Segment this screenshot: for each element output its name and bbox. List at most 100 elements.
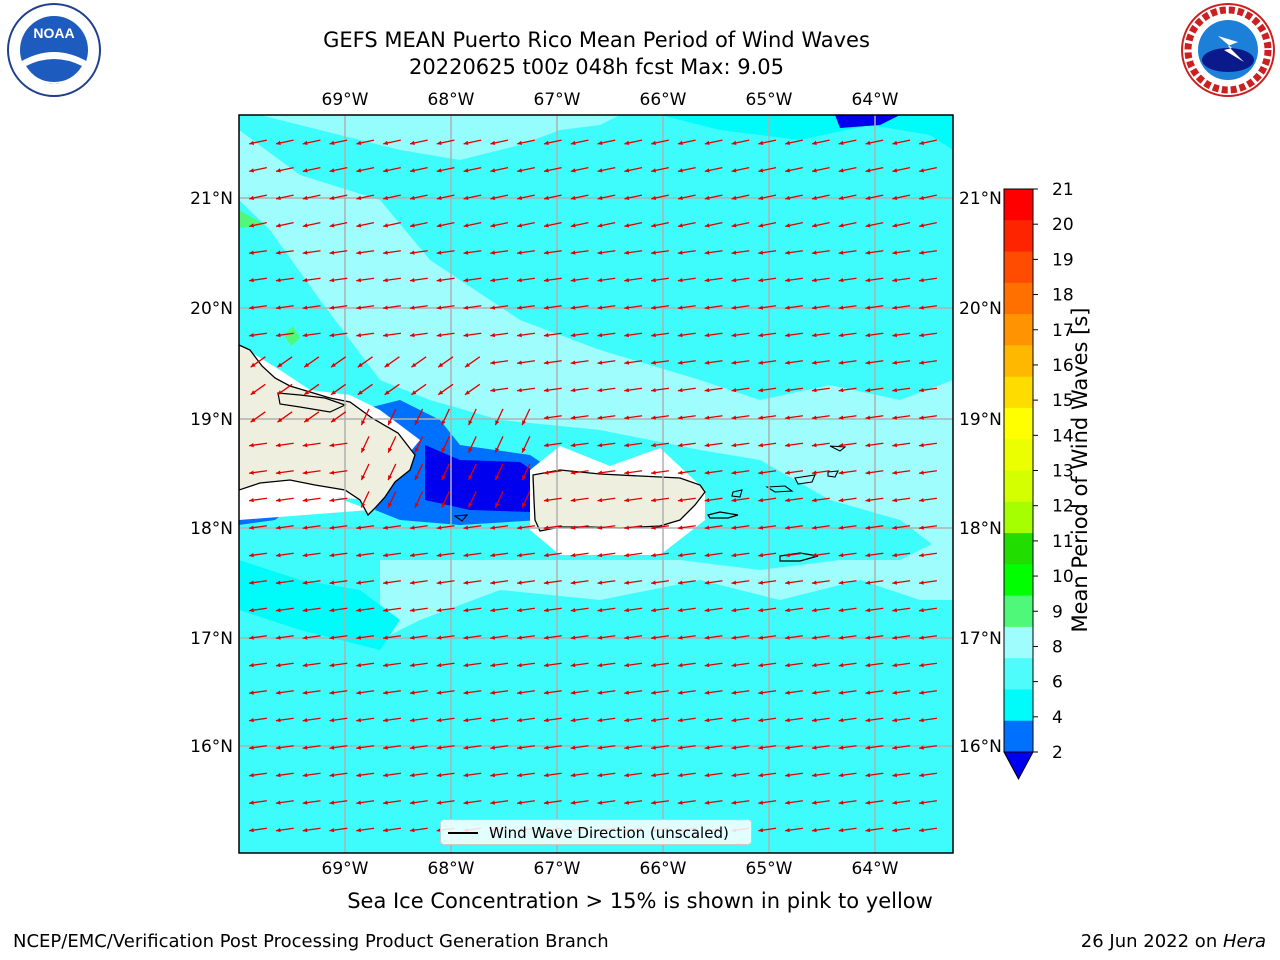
wind-wave-arrowhead bbox=[570, 360, 576, 365]
wind-wave-arrowhead bbox=[329, 277, 335, 283]
wind-wave-arrowhead bbox=[436, 305, 442, 310]
wind-wave-arrowhead bbox=[490, 552, 496, 558]
wind-wave-arrowhead bbox=[624, 223, 630, 228]
wind-wave-arrowhead bbox=[892, 800, 898, 805]
wind-wave-arrowhead bbox=[329, 497, 335, 503]
wind-wave-arrowhead bbox=[490, 800, 496, 805]
colorbar-segment bbox=[1004, 376, 1033, 409]
wind-wave-arrowhead bbox=[329, 195, 335, 201]
wind-wave-arrowhead bbox=[409, 525, 415, 530]
wind-wave-arrowhead bbox=[249, 195, 255, 201]
wind-wave-arrowhead bbox=[275, 745, 281, 750]
wind-wave-arrowhead bbox=[357, 362, 363, 368]
colorbar-label: Mean Period of Wind Waves [s] bbox=[1068, 307, 1092, 633]
wind-wave-arrowhead bbox=[302, 552, 308, 558]
wind-wave-arrowhead bbox=[838, 250, 844, 255]
wind-wave-arrowhead bbox=[651, 497, 656, 503]
wind-wave-arrowhead bbox=[517, 250, 522, 255]
wind-wave-arrowhead bbox=[517, 277, 522, 283]
colorbar-tick-label: 4 bbox=[1052, 708, 1063, 728]
wind-wave-arrowhead bbox=[651, 717, 656, 723]
wind-wave-arrowhead bbox=[275, 442, 281, 448]
wind-wave-arrowhead bbox=[624, 415, 630, 420]
wind-wave-arrowhead bbox=[704, 305, 710, 310]
colorbar-segment bbox=[1004, 658, 1033, 690]
wind-wave-arrowhead bbox=[597, 168, 603, 173]
wind-wave-arrowhead bbox=[704, 772, 710, 778]
wind-wave-arrowhead bbox=[543, 168, 549, 173]
wind-wave-arrowhead bbox=[543, 662, 549, 668]
wind-wave-arrowhead bbox=[249, 690, 254, 695]
wind-wave-arrowhead bbox=[919, 140, 925, 146]
wind-wave-arrowhead bbox=[522, 447, 527, 453]
wind-wave-arrowhead bbox=[463, 277, 469, 283]
colorbar-segment bbox=[1004, 439, 1033, 471]
wind-wave-arrowhead bbox=[570, 662, 576, 668]
lat-label-left: 21°N bbox=[190, 189, 233, 209]
wind-wave-arrowhead bbox=[302, 717, 308, 723]
wind-wave-arrowhead bbox=[490, 635, 496, 640]
wind-wave-arrowhead bbox=[490, 662, 496, 668]
wind-wave-arrowhead bbox=[865, 497, 871, 503]
colorbar-tick-label: 6 bbox=[1052, 673, 1063, 693]
wind-wave-arrowhead bbox=[517, 635, 522, 640]
wind-wave-arrowhead bbox=[677, 250, 683, 255]
wind-wave-arrowhead bbox=[361, 502, 366, 508]
colorbar-segment bbox=[1004, 189, 1033, 221]
wind-wave-arrowhead bbox=[275, 580, 281, 585]
wind-wave-arrowhead bbox=[624, 662, 630, 668]
wind-wave-arrowhead bbox=[811, 250, 817, 255]
wind-wave-arrowhead bbox=[865, 827, 871, 833]
wind-wave-arrowhead bbox=[704, 800, 710, 805]
chart-title: GEFS MEAN Puerto Rico Mean Period of Win… bbox=[323, 28, 870, 52]
wind-wave-arrowhead bbox=[414, 447, 419, 453]
wind-wave-arrowhead bbox=[249, 305, 254, 310]
wind-wave-arrowhead bbox=[543, 580, 549, 585]
wind-wave-arrowhead bbox=[495, 475, 500, 481]
wind-wave-arrowhead bbox=[329, 470, 335, 475]
wind-wave-arrowhead bbox=[302, 827, 308, 833]
wind-wave-arrowhead bbox=[302, 250, 308, 255]
wind-wave-arrowhead bbox=[892, 717, 898, 723]
wind-wave-arrowhead bbox=[892, 442, 898, 448]
wind-wave-arrowhead bbox=[811, 305, 817, 310]
wind-wave-arrowhead bbox=[785, 827, 790, 833]
wind-wave-arrowhead bbox=[490, 745, 496, 750]
wind-wave-arrowhead bbox=[356, 195, 362, 201]
wind-wave-arrowhead bbox=[838, 277, 844, 283]
wind-wave-arrowhead bbox=[275, 140, 281, 146]
wind-wave-arrowhead bbox=[865, 360, 871, 365]
footer-date-text: 26 Jun 2022 on bbox=[1080, 931, 1223, 952]
wind-wave-arrowhead bbox=[331, 390, 336, 395]
wind-wave-arrowhead bbox=[731, 470, 737, 475]
wind-wave-arrowhead bbox=[731, 525, 737, 530]
wind-wave-arrowhead bbox=[677, 580, 683, 585]
wind-wave-arrowhead bbox=[865, 800, 871, 805]
wind-wave-arrowhead bbox=[543, 332, 549, 338]
wind-wave-arrowhead bbox=[785, 580, 790, 585]
wind-wave-arrowhead bbox=[543, 360, 549, 365]
wind-wave-arrowhead bbox=[356, 552, 362, 558]
wind-wave-arrowhead bbox=[249, 552, 254, 558]
wind-wave-arrowhead bbox=[543, 497, 549, 503]
wind-wave-arrowhead bbox=[302, 525, 308, 530]
wind-wave-arrowhead bbox=[651, 772, 656, 778]
wind-wave-arrowhead bbox=[597, 195, 603, 201]
map-frame bbox=[238, 114, 954, 854]
wind-wave-arrowhead bbox=[838, 580, 844, 585]
wind-wave-arrowhead bbox=[651, 140, 657, 146]
wind-wave-arrowhead bbox=[704, 470, 710, 475]
lon-label-top: 65°W bbox=[746, 90, 793, 110]
wind-wave-arrowhead bbox=[624, 250, 630, 255]
wind-wave-arrowhead bbox=[436, 800, 442, 805]
colorbar-tick-label: 8 bbox=[1052, 637, 1063, 657]
wind-wave-arrowhead bbox=[275, 800, 281, 805]
wind-wave-arrowhead bbox=[811, 690, 817, 695]
wind-wave-arrowhead bbox=[275, 250, 281, 255]
wind-wave-arrowhead bbox=[731, 772, 737, 778]
wind-wave-arrowhead bbox=[704, 525, 710, 530]
wind-wave-arrowhead bbox=[329, 772, 335, 778]
wind-wave-arrowhead bbox=[838, 360, 844, 365]
wind-wave-arrowhead bbox=[704, 552, 710, 558]
wind-wave-arrowhead bbox=[302, 277, 308, 283]
